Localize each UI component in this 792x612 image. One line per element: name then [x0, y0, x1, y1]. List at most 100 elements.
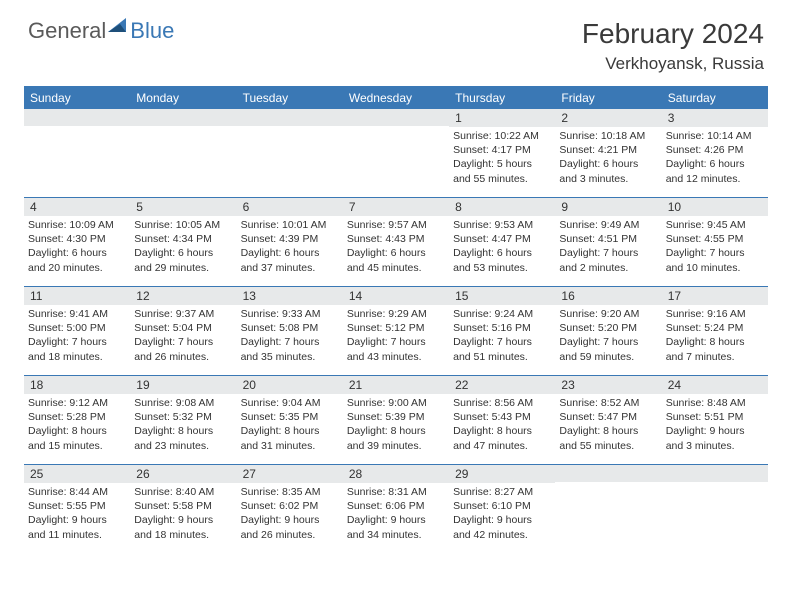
calendar-day: 15Sunrise: 9:24 AMSunset: 5:16 PMDayligh… — [449, 287, 555, 375]
calendar-day — [237, 109, 343, 197]
sunset-text: Sunset: 5:47 PM — [559, 410, 657, 424]
sunset-text: Sunset: 5:24 PM — [666, 321, 764, 335]
sunset-text: Sunset: 5:55 PM — [28, 499, 126, 513]
brand-text-blue: Blue — [130, 18, 174, 44]
calendar-day: 2Sunrise: 10:18 AMSunset: 4:21 PMDayligh… — [555, 109, 661, 197]
day-number: 20 — [237, 376, 343, 394]
calendar-day: 29Sunrise: 8:27 AMSunset: 6:10 PMDayligh… — [449, 465, 555, 553]
day-details: Sunrise: 9:49 AMSunset: 4:51 PMDaylight:… — [559, 218, 657, 275]
sunrise-text: Sunrise: 9:41 AM — [28, 307, 126, 321]
day-details: Sunrise: 10:14 AMSunset: 4:26 PMDaylight… — [666, 129, 764, 186]
header-wednesday: Wednesday — [343, 88, 449, 109]
sunrise-text: Sunrise: 8:56 AM — [453, 396, 551, 410]
calendar-week: 1Sunrise: 10:22 AMSunset: 4:17 PMDayligh… — [24, 109, 768, 197]
sunrise-text: Sunrise: 10:09 AM — [28, 218, 126, 232]
calendar-day: 25 Sunrise: 8:44 AMSunset: 5:55 PMDayligh… — [24, 465, 130, 553]
calendar-day: 1Sunrise: 10:22 AMSunset: 4:17 PMDayligh… — [449, 109, 555, 197]
calendar-day: 8Sunrise: 9:53 AMSunset: 4:47 PMDaylight… — [449, 198, 555, 286]
calendar-day — [662, 465, 768, 553]
sunset-text: Sunset: 4:34 PM — [134, 232, 232, 246]
calendar-day: 4Sunrise: 10:09 AMSunset: 4:30 PMDayligh… — [24, 198, 130, 286]
daylight-text: Daylight: 9 hours and 34 minutes. — [347, 513, 445, 541]
calendar-day: 14Sunrise: 9:29 AMSunset: 5:12 PMDayligh… — [343, 287, 449, 375]
daylight-text: Daylight: 7 hours and 43 minutes. — [347, 335, 445, 363]
calendar-day — [24, 109, 130, 197]
sunrise-text: Sunrise: 9:04 AM — [241, 396, 339, 410]
sunset-text: Sunset: 5:00 PM — [28, 321, 126, 335]
day-number — [130, 109, 236, 126]
sunset-text: Sunset: 5:58 PM — [134, 499, 232, 513]
day-number — [662, 465, 768, 482]
daylight-text: Daylight: 7 hours and 51 minutes. — [453, 335, 551, 363]
day-number: 14 — [343, 287, 449, 305]
calendar-day: 17Sunrise: 9:16 AMSunset: 5:24 PMDayligh… — [662, 287, 768, 375]
daylight-text: Daylight: 7 hours and 10 minutes. — [666, 246, 764, 274]
sunrise-text: Sunrise: 8:52 AM — [559, 396, 657, 410]
day-details: Sunrise: 8:27 AMSunset: 6:10 PMDaylight:… — [453, 485, 551, 542]
day-number: 19 — [130, 376, 236, 394]
day-number: 5 — [130, 198, 236, 216]
daylight-text: Daylight: 7 hours and 59 minutes. — [559, 335, 657, 363]
day-number: 22 — [449, 376, 555, 394]
sunrise-text: Sunrise: 10:22 AM — [453, 129, 551, 143]
sunrise-text: Sunrise: 8:27 AM — [453, 485, 551, 499]
brand-triangle-icon — [106, 14, 128, 41]
day-number: 12 — [130, 287, 236, 305]
daylight-text: Daylight: 9 hours and 42 minutes. — [453, 513, 551, 541]
daylight-text: Daylight: 8 hours and 39 minutes. — [347, 424, 445, 452]
sunset-text: Sunset: 4:39 PM — [241, 232, 339, 246]
calendar-day: 18Sunrise: 9:12 AMSunset: 5:28 PMDayligh… — [24, 376, 130, 464]
calendar-day — [343, 109, 449, 197]
day-number: 21 — [343, 376, 449, 394]
sunrise-text: Sunrise: 9:20 AM — [559, 307, 657, 321]
day-number — [343, 109, 449, 126]
day-details: Sunrise: 9:53 AMSunset: 4:47 PMDaylight:… — [453, 218, 551, 275]
daylight-text: Daylight: 5 hours and 55 minutes. — [453, 157, 551, 185]
daylight-text: Daylight: 8 hours and 55 minutes. — [559, 424, 657, 452]
day-details: Sunrise: 8:48 AMSunset: 5:51 PMDaylight:… — [666, 396, 764, 453]
day-details: Sunrise: 10:09 AMSunset: 4:30 PMDaylight… — [28, 218, 126, 275]
sunrise-text: Sunrise: 8:48 AM — [666, 396, 764, 410]
sunrise-text: Sunrise: 9:16 AM — [666, 307, 764, 321]
calendar-day: 21 Sunrise: 9:00 AMSunset: 5:39 PMDayligh… — [343, 376, 449, 464]
calendar-day: 24Sunrise: 8:48 AMSunset: 5:51 PMDayligh… — [662, 376, 768, 464]
sunset-text: Sunset: 4:43 PM — [347, 232, 445, 246]
sunrise-text: Sunrise: 8:44 AM — [28, 485, 126, 499]
sunset-text: Sunset: 4:30 PM — [28, 232, 126, 246]
day-details: Sunrise: 8:40 AMSunset: 5:58 PMDaylight:… — [134, 485, 232, 542]
calendar-day — [555, 465, 661, 553]
day-details: Sunrise: 8:44 AMSunset: 5:55 PMDaylight:… — [28, 485, 126, 542]
daylight-text: Daylight: 6 hours and 53 minutes. — [453, 246, 551, 274]
sunset-text: Sunset: 5:16 PM — [453, 321, 551, 335]
day-details: Sunrise: 9:37 AMSunset: 5:04 PMDaylight:… — [134, 307, 232, 364]
location-label: Verkhoyansk, Russia — [582, 54, 764, 74]
day-details: Sunrise: 9:00 AMSunset: 5:39 PMDaylight:… — [347, 396, 445, 453]
day-details: Sunrise: 9:04 AMSunset: 5:35 PMDaylight:… — [241, 396, 339, 453]
sunrise-text: Sunrise: 9:57 AM — [347, 218, 445, 232]
daylight-text: Daylight: 6 hours and 3 minutes. — [559, 157, 657, 185]
calendar-day: 22Sunrise: 8:56 AMSunset: 5:43 PMDayligh… — [449, 376, 555, 464]
day-details: Sunrise: 9:16 AMSunset: 5:24 PMDaylight:… — [666, 307, 764, 364]
sunrise-text: Sunrise: 9:53 AM — [453, 218, 551, 232]
day-number: 25 — [24, 465, 130, 483]
sunset-text: Sunset: 6:10 PM — [453, 499, 551, 513]
daylight-text: Daylight: 6 hours and 37 minutes. — [241, 246, 339, 274]
sunrise-text: Sunrise: 8:35 AM — [241, 485, 339, 499]
day-details: Sunrise: 8:31 AMSunset: 6:06 PMDaylight:… — [347, 485, 445, 542]
day-number: 27 — [237, 465, 343, 483]
calendar-week: 4Sunrise: 10:09 AMSunset: 4:30 PMDayligh… — [24, 197, 768, 286]
sunset-text: Sunset: 5:39 PM — [347, 410, 445, 424]
sunrise-text: Sunrise: 9:37 AM — [134, 307, 232, 321]
header-monday: Monday — [130, 88, 236, 109]
calendar-week: 25Sunrise: 8:44 AMSunset: 5:55 PMDayligh… — [24, 464, 768, 553]
sunrise-text: Sunrise: 9:00 AM — [347, 396, 445, 410]
daylight-text: Daylight: 9 hours and 11 minutes. — [28, 513, 126, 541]
sunrise-text: Sunrise: 9:49 AM — [559, 218, 657, 232]
day-number: 10 — [662, 198, 768, 216]
day-number: 28 — [343, 465, 449, 483]
calendar: Sunday Monday Tuesday Wednesday Thursday… — [0, 82, 792, 553]
calendar-day: 12 Sunrise: 9:37 AMSunset: 5:04 PMDayligh… — [130, 287, 236, 375]
calendar-day: 27Sunrise: 8:35 AMSunset: 6:02 PMDayligh… — [237, 465, 343, 553]
day-details: Sunrise: 9:33 AMSunset: 5:08 PMDaylight:… — [241, 307, 339, 364]
calendar-day: 28 Sunrise: 8:31 AMSunset: 6:06 PMDayligh… — [343, 465, 449, 553]
